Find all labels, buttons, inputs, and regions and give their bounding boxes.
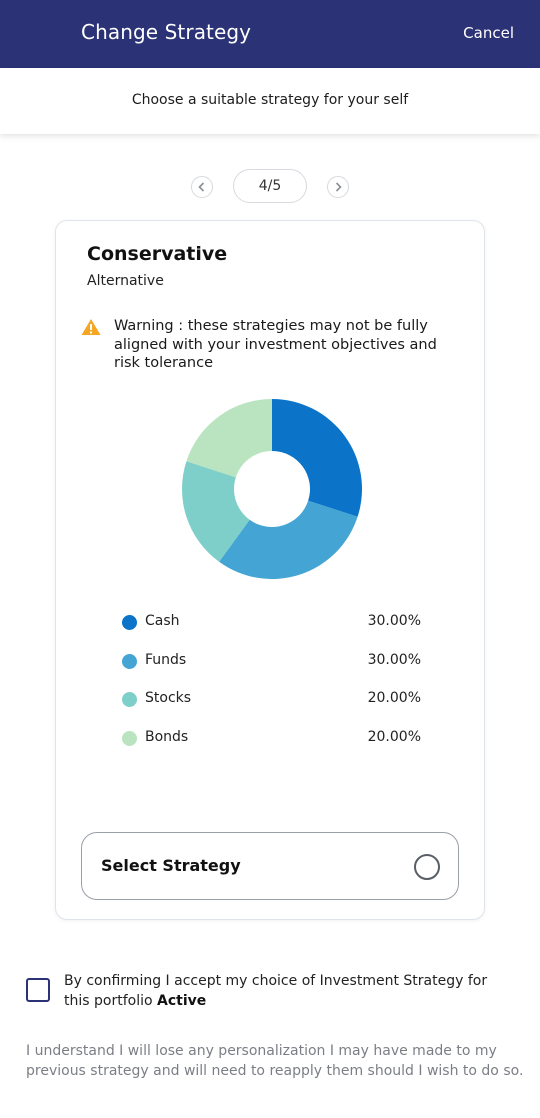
chevron-right-icon (335, 182, 342, 192)
warning-icon (81, 319, 101, 335)
chevron-left-icon (198, 182, 205, 192)
legend-value-bonds: 20.00% (367, 728, 421, 745)
subtitle-bar: Choose a suitable strategy for your self (0, 68, 540, 134)
legend-label-stocks: Stocks (145, 690, 192, 706)
strategy-card: Conservative Alternative Warning : these… (55, 220, 485, 920)
donut-slice-cash (272, 399, 362, 517)
page-subtitle: Choose a suitable strategy for your self (131, 92, 409, 108)
legend-item-funds: Funds 30.00% (122, 652, 422, 691)
legend-label-funds: Funds (145, 651, 187, 668)
page-counter: 4/5 (233, 169, 307, 203)
next-button[interactable] (327, 176, 349, 198)
select-strategy-radio[interactable] (414, 854, 440, 880)
allocation-donut-chart (182, 399, 362, 579)
portfolio-status: Active (157, 993, 207, 1009)
donut-slice-stocks (182, 461, 250, 562)
page-title: Change Strategy (81, 20, 252, 44)
allocation-legend: Cash 30.00% Funds 30.00% Stocks 20.00% Bonds 20… (122, 613, 422, 767)
legend-label-cash: Cash (145, 613, 180, 629)
legend-value-stocks: 20.00% (367, 690, 421, 706)
top-bar: Change Strategy Cancel (0, 0, 540, 68)
legend-dot-funds (122, 653, 137, 669)
legend-value-cash: 30.00% (367, 613, 421, 629)
select-strategy-label: Select Strategy (101, 856, 241, 875)
legend-dot-stocks (122, 692, 137, 707)
strategy-pager: 4/5 (0, 169, 540, 203)
select-strategy-button[interactable]: Select Strategy (81, 832, 459, 900)
cancel-button[interactable]: Cancel (463, 24, 514, 42)
legend-item-cash: Cash 30.00% (122, 613, 422, 652)
previous-button[interactable] (191, 176, 213, 198)
strategy-type: Alternative (87, 273, 164, 289)
legend-dot-bonds (122, 730, 137, 746)
legend-label-bonds: Bonds (145, 728, 189, 745)
strategy-name: Conservative (87, 243, 228, 265)
donut-slice-funds (219, 500, 358, 579)
confirm-label: By confirming I accept my choice of Inve… (64, 973, 488, 1009)
legend-item-stocks: Stocks 20.00% (122, 690, 422, 729)
legend-dot-cash (122, 615, 137, 630)
legend-value-funds: 30.00% (367, 651, 421, 668)
confirm-text: By confirming I accept my choice of Inve… (64, 971, 504, 1011)
donut-slice-bonds (186, 399, 272, 478)
warning-text: Warning : these strategies may not be fu… (114, 318, 437, 371)
legend-item-bonds: Bonds 20.00% (122, 729, 422, 768)
personalization-note: I understand I will lose any personaliza… (26, 1043, 524, 1079)
confirm-checkbox[interactable] (26, 978, 50, 1002)
